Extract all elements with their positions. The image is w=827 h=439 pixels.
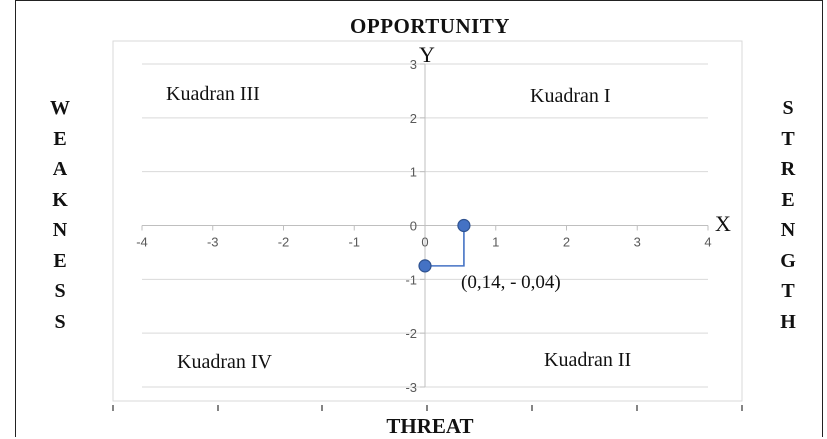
- left-word-letter: N: [52, 219, 68, 241]
- right-word-letter: E: [781, 188, 795, 211]
- y-tick-label: -2: [405, 326, 417, 341]
- x-tick-label: 4: [704, 235, 711, 250]
- y-tick-label: 0: [410, 219, 417, 234]
- y-tick-label: 2: [410, 111, 417, 126]
- y-tick-label: 3: [410, 57, 417, 72]
- right-word-letter: S: [782, 97, 794, 119]
- data-point: [418, 259, 432, 273]
- tick-labels: -4 -3 -2 -1 0 1 2 3 4 -3 -2 -1 0 1 2 3: [136, 57, 711, 395]
- chart-title-bottom: THREAT: [386, 414, 474, 438]
- data-series: [418, 218, 471, 273]
- connector-line: [425, 225, 465, 267]
- right-word-letter: N: [780, 219, 796, 241]
- frame-bottom-ticks: [112, 405, 743, 411]
- right-word-letter: T: [781, 127, 795, 150]
- quadrant-2-label: Kuadran II: [544, 349, 631, 371]
- x-axis-title: X: [715, 211, 731, 236]
- quadrant-3-label: Kuadran III: [166, 83, 260, 105]
- right-word-letter: G: [780, 249, 796, 272]
- left-word-letter: A: [52, 158, 68, 180]
- left-word-letter: S: [54, 310, 66, 333]
- left-word-letter: S: [54, 280, 66, 302]
- y-tick-label: 1: [410, 165, 417, 180]
- left-word-letter: E: [53, 127, 67, 150]
- y-tick-label: -3: [405, 380, 417, 395]
- x-tick-label: 1: [492, 235, 499, 250]
- chart-frame: [15, 0, 823, 437]
- x-tick-label: 2: [563, 235, 570, 250]
- left-word-letter: E: [53, 249, 67, 272]
- x-tick-label: -4: [136, 235, 148, 250]
- x-tick-label: 3: [634, 235, 641, 250]
- quadrant-1-label: Kuadran I: [530, 85, 611, 107]
- right-word-letter: H: [780, 310, 796, 333]
- y-axis-title: Y: [419, 42, 435, 67]
- plot-area-border: [112, 40, 743, 402]
- point-annotation: (0,14, - 0,04): [461, 272, 561, 293]
- right-word-letter: R: [780, 158, 796, 180]
- x-tick-label: -1: [348, 235, 360, 250]
- data-point: [457, 218, 471, 233]
- left-word-letter: K: [52, 188, 68, 211]
- x-tick-label: -3: [207, 235, 219, 250]
- x-tick-label: -2: [278, 235, 290, 250]
- axes: [141, 63, 709, 388]
- left-word-letter: W: [50, 97, 70, 119]
- quadrant-4-label: Kuadran IV: [177, 351, 273, 373]
- x-tick-label: 0: [421, 235, 428, 250]
- y-tick-label: -1: [405, 272, 417, 287]
- right-word-letter: T: [781, 280, 795, 302]
- chart-title-top: OPPORTUNITY: [350, 14, 510, 38]
